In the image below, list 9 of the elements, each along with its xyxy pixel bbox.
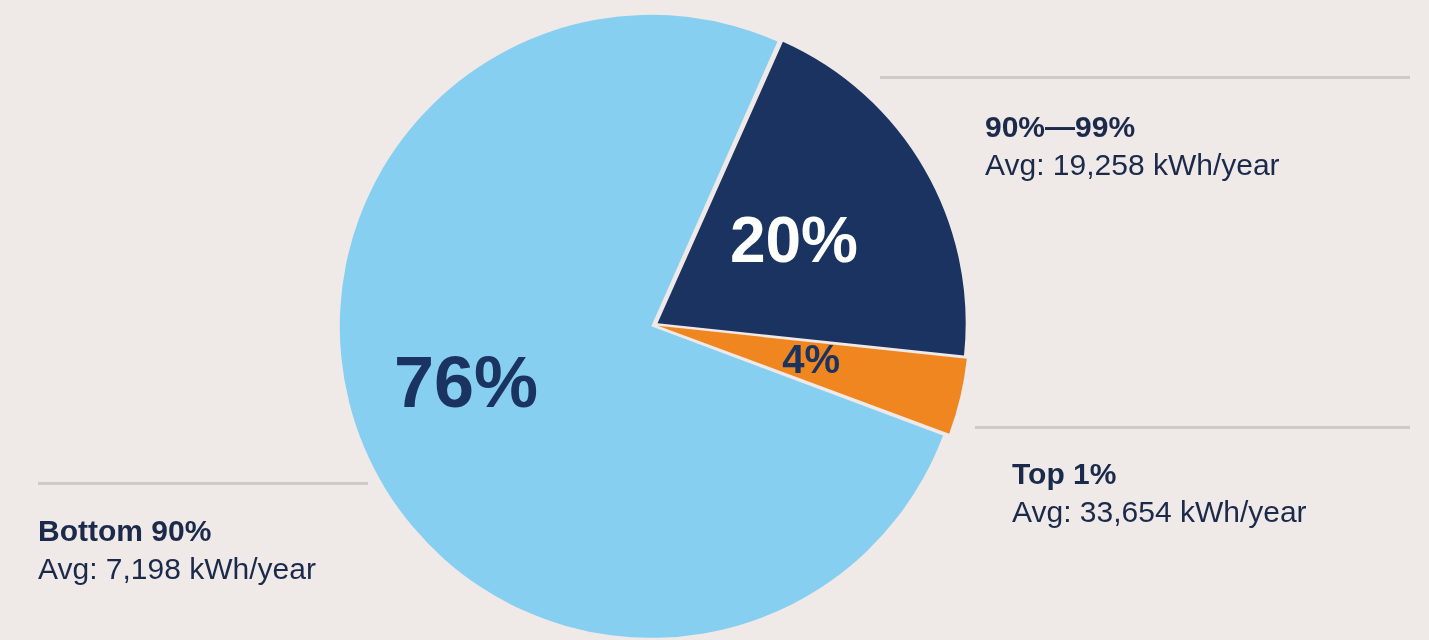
slice-label: Bottom 90% xyxy=(38,513,213,549)
data-label: 4% xyxy=(782,336,841,381)
text: Avg: 7,198 kWh/year xyxy=(38,552,316,585)
text: Avg: 33,654 kWh/year xyxy=(1012,495,1307,528)
text: Avg: 19,258 kWh/year xyxy=(985,148,1280,181)
data-label: 20% xyxy=(729,204,858,277)
data-label: 76% xyxy=(394,342,539,423)
slice-label: 90%—99% xyxy=(985,109,1137,145)
slice-label: Top 1% xyxy=(1012,456,1118,492)
